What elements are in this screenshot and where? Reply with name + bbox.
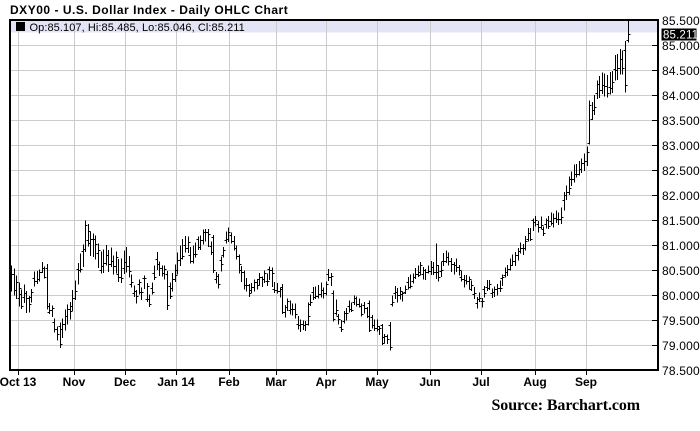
svg-text:82.500: 82.500 xyxy=(662,164,700,178)
svg-text:83.500: 83.500 xyxy=(662,114,700,128)
svg-text:Oct 13: Oct 13 xyxy=(0,375,37,389)
svg-text:84.000: 84.000 xyxy=(662,89,700,103)
svg-text:83.000: 83.000 xyxy=(662,139,700,153)
svg-text:82.000: 82.000 xyxy=(662,189,700,203)
svg-text:84.500: 84.500 xyxy=(662,64,700,78)
svg-text:May: May xyxy=(365,375,389,389)
svg-text:81.500: 81.500 xyxy=(662,214,700,228)
svg-text:Apr: Apr xyxy=(316,375,337,389)
svg-text:85.500: 85.500 xyxy=(662,14,700,28)
svg-text:81.000: 81.000 xyxy=(662,239,700,253)
svg-text:Mar: Mar xyxy=(265,375,287,389)
svg-text:80.000: 80.000 xyxy=(662,289,700,303)
svg-text:Nov: Nov xyxy=(63,375,86,389)
svg-text:79.500: 79.500 xyxy=(662,314,700,328)
svg-text:Jan 14: Jan 14 xyxy=(157,375,195,389)
svg-text:Dec: Dec xyxy=(114,375,136,389)
svg-text:79.000: 79.000 xyxy=(662,339,700,353)
svg-text:85.211: 85.211 xyxy=(663,30,698,42)
svg-text:85.000: 85.000 xyxy=(662,39,700,53)
svg-text:Op:85.107, Hi:85.485, Lo:85.04: Op:85.107, Hi:85.485, Lo:85.046, Cl:85.2… xyxy=(30,22,245,34)
svg-text:78.500: 78.500 xyxy=(662,364,700,378)
svg-text:Jun: Jun xyxy=(419,375,440,389)
svg-text:80.500: 80.500 xyxy=(662,264,700,278)
svg-text:Aug: Aug xyxy=(523,375,546,389)
svg-text:Sep: Sep xyxy=(575,375,597,389)
svg-text:Jul: Jul xyxy=(472,375,489,389)
svg-text:Feb: Feb xyxy=(218,375,239,389)
